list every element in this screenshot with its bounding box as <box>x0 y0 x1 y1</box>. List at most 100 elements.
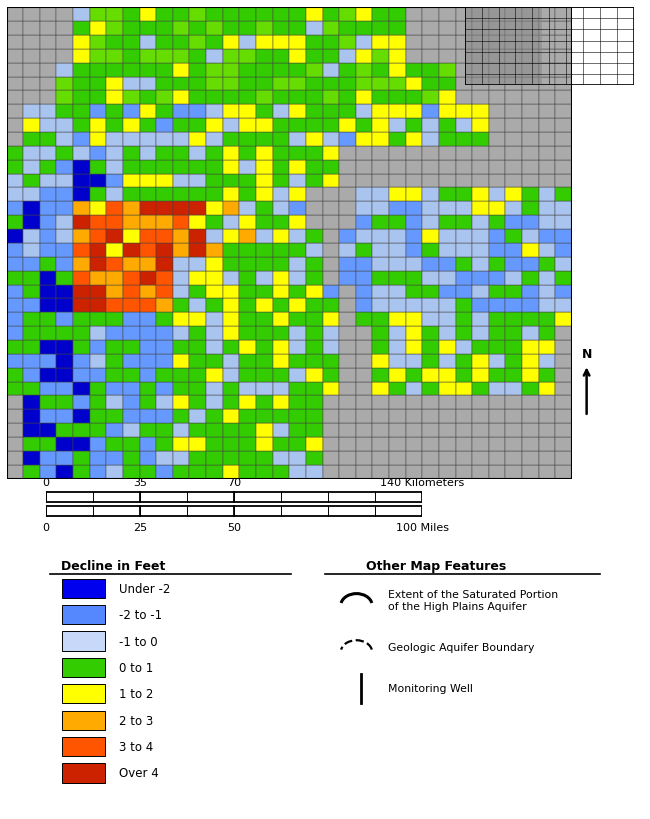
Bar <box>406 313 423 327</box>
Bar <box>456 202 472 216</box>
Bar <box>73 369 90 382</box>
Bar <box>6 22 23 36</box>
Bar <box>57 105 73 119</box>
Bar <box>289 64 306 78</box>
Bar <box>189 216 206 230</box>
Bar <box>156 243 173 257</box>
Bar <box>256 230 272 243</box>
Bar <box>206 451 223 465</box>
Bar <box>406 327 423 341</box>
Bar <box>239 313 256 327</box>
Bar <box>239 299 256 313</box>
Bar <box>555 50 572 64</box>
Bar <box>522 285 539 299</box>
Bar <box>406 341 423 355</box>
Text: N: N <box>582 347 592 360</box>
Bar <box>389 105 406 119</box>
Bar <box>489 8 506 22</box>
Bar <box>389 465 406 479</box>
Bar <box>73 64 90 78</box>
Bar <box>356 257 372 271</box>
Bar <box>57 133 73 147</box>
Bar <box>422 78 439 91</box>
Bar <box>439 327 456 341</box>
Bar <box>239 465 256 479</box>
Bar <box>189 410 206 423</box>
Bar <box>389 188 406 202</box>
Bar <box>140 271 156 285</box>
Bar <box>506 285 522 299</box>
Bar <box>256 22 272 36</box>
Bar <box>289 216 306 230</box>
Bar <box>6 369 23 382</box>
Bar <box>107 285 123 299</box>
Bar <box>272 369 289 382</box>
Bar <box>272 396 289 410</box>
Bar <box>506 78 522 91</box>
Bar <box>539 119 555 133</box>
Bar <box>539 202 555 216</box>
Bar <box>322 230 339 243</box>
Bar <box>107 161 123 174</box>
Bar <box>272 257 289 271</box>
Bar <box>289 410 306 423</box>
Bar <box>90 271 107 285</box>
Bar <box>123 451 140 465</box>
Bar <box>322 50 339 64</box>
Bar <box>107 64 123 78</box>
Bar <box>439 216 456 230</box>
Bar <box>206 313 223 327</box>
Bar <box>506 161 522 174</box>
Bar <box>322 369 339 382</box>
Bar <box>356 78 372 91</box>
Bar <box>356 423 372 437</box>
Bar <box>472 174 489 188</box>
Bar <box>140 285 156 299</box>
Text: -1 to 0: -1 to 0 <box>119 635 158 648</box>
Bar <box>322 78 339 91</box>
Bar <box>439 230 456 243</box>
Bar <box>439 105 456 119</box>
Bar <box>272 91 289 105</box>
Bar <box>555 243 572 257</box>
Bar <box>206 423 223 437</box>
Bar <box>322 341 339 355</box>
Bar <box>539 313 555 327</box>
Bar <box>356 202 372 216</box>
Bar <box>239 382 256 396</box>
Bar <box>456 22 472 36</box>
Bar <box>57 437 73 451</box>
Bar <box>223 202 239 216</box>
Bar <box>107 423 123 437</box>
Bar <box>306 133 322 147</box>
Bar <box>206 105 223 119</box>
Bar <box>123 64 140 78</box>
Bar <box>372 285 389 299</box>
Bar <box>123 327 140 341</box>
Bar <box>173 341 189 355</box>
Bar <box>356 64 372 78</box>
Bar <box>439 243 456 257</box>
Bar <box>90 119 107 133</box>
Bar <box>539 230 555 243</box>
Bar <box>90 216 107 230</box>
Bar <box>140 119 156 133</box>
Bar <box>107 119 123 133</box>
Bar <box>173 174 189 188</box>
Bar <box>422 161 439 174</box>
Bar <box>23 257 40 271</box>
Bar <box>173 230 189 243</box>
Bar <box>506 271 522 285</box>
Bar <box>73 437 90 451</box>
Bar <box>372 437 389 451</box>
Bar <box>422 271 439 285</box>
Bar <box>555 188 572 202</box>
Bar <box>356 355 372 369</box>
Bar <box>239 271 256 285</box>
Bar <box>506 410 522 423</box>
Bar <box>140 396 156 410</box>
Bar <box>107 8 123 22</box>
Bar <box>206 147 223 161</box>
Bar <box>489 423 506 437</box>
Bar <box>6 341 23 355</box>
